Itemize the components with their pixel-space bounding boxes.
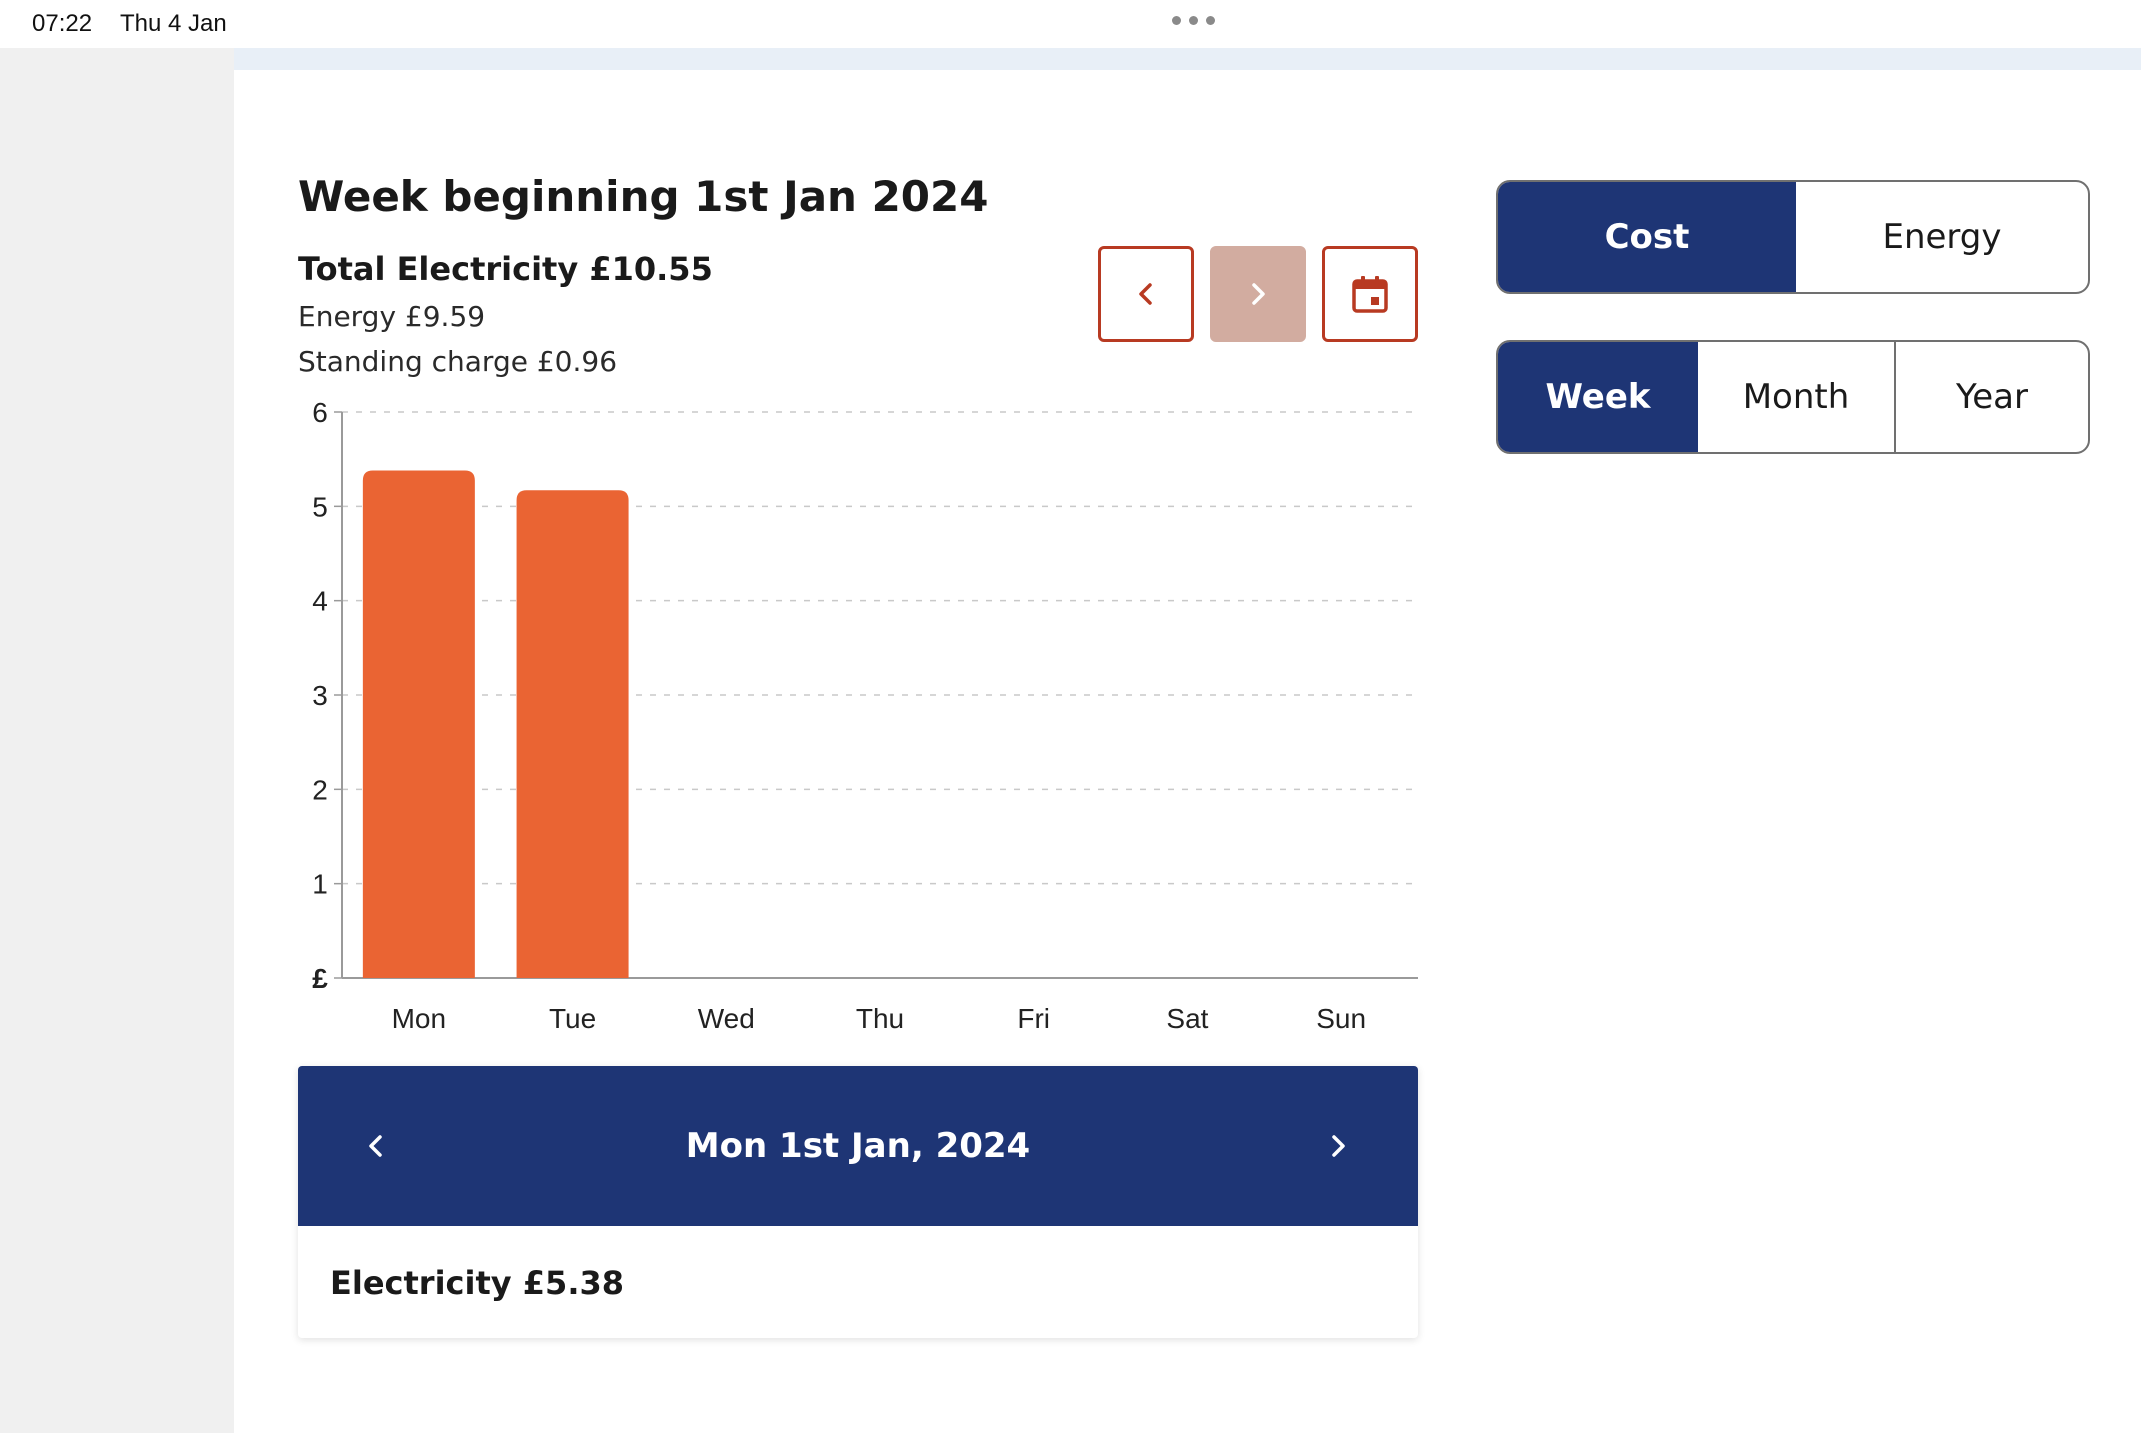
y-tick-label: 5 xyxy=(312,491,328,522)
day-detail-panel: Mon 1st Jan, 2024 Electricity £5.38 xyxy=(298,1066,1418,1338)
x-tick-label: Sat xyxy=(1166,1003,1208,1034)
day-electricity-cost: Electricity £5.38 xyxy=(330,1264,624,1302)
day-detail-title: Mon 1st Jan, 2024 xyxy=(685,1126,1031,1166)
month-toggle-button[interactable]: Month xyxy=(1742,377,1850,417)
y-tick-label: 2 xyxy=(312,774,328,805)
y-tick-label: 3 xyxy=(312,680,328,711)
y-tick-label: £ xyxy=(312,963,328,994)
chevron-left-icon xyxy=(369,1135,382,1157)
x-tick-label: Tue xyxy=(549,1003,596,1034)
chevron-right-icon xyxy=(1332,1135,1345,1157)
page-title: Week beginning 1st Jan 2024 xyxy=(298,172,989,221)
metric-toggle: Cost Energy xyxy=(1496,180,2090,294)
energy-cost: Energy £9.59 xyxy=(298,300,486,333)
x-tick-label: Thu xyxy=(856,1003,904,1034)
sidebar-pane xyxy=(0,48,234,1433)
calendar-icon xyxy=(1352,276,1388,313)
header-strip xyxy=(234,48,2141,70)
status-time: 07:22 xyxy=(32,10,93,37)
y-tick-label: 4 xyxy=(312,586,328,617)
standing-charge: Standing charge £0.96 xyxy=(298,345,618,378)
calendar-button[interactable] xyxy=(1322,246,1418,342)
y-tick-label: 1 xyxy=(312,869,328,900)
week-toggle-button[interactable]: Week xyxy=(1498,342,1698,452)
status-date: Thu 4 Jan xyxy=(120,10,227,37)
previous-day-button[interactable] xyxy=(346,1116,406,1176)
bar-tue xyxy=(516,490,629,978)
y-tick-label: 6 xyxy=(312,398,328,428)
next-day-button[interactable] xyxy=(1308,1116,1368,1176)
daily-cost-chart: £1 2 3 4 5 6 Mon Tue Wed Thu Fri Sat Sun xyxy=(312,398,1418,1034)
next-week-button[interactable] xyxy=(1210,246,1306,342)
multitasking-dots-icon[interactable] xyxy=(1172,16,1215,25)
x-tick-label: Fri xyxy=(1017,1003,1050,1034)
chevron-left-icon xyxy=(1139,283,1152,305)
chevron-right-icon xyxy=(1252,283,1265,305)
x-tick-label: Sun xyxy=(1316,1003,1366,1034)
x-tick-label: Mon xyxy=(392,1003,446,1034)
energy-toggle-button[interactable]: Energy xyxy=(1882,217,2002,257)
previous-week-button[interactable] xyxy=(1098,246,1194,342)
year-toggle-button[interactable]: Year xyxy=(1894,342,2088,452)
bar-mon xyxy=(362,470,475,978)
day-detail-header: Mon 1st Jan, 2024 xyxy=(298,1066,1418,1226)
cost-toggle-button[interactable]: Cost xyxy=(1498,182,1796,292)
period-toggle: Week Month Year xyxy=(1496,340,2090,454)
x-tick-label: Wed xyxy=(698,1003,755,1034)
total-electricity: Total Electricity £10.55 xyxy=(298,250,713,288)
status-bar: 07:22 Thu 4 Jan xyxy=(0,0,2141,48)
